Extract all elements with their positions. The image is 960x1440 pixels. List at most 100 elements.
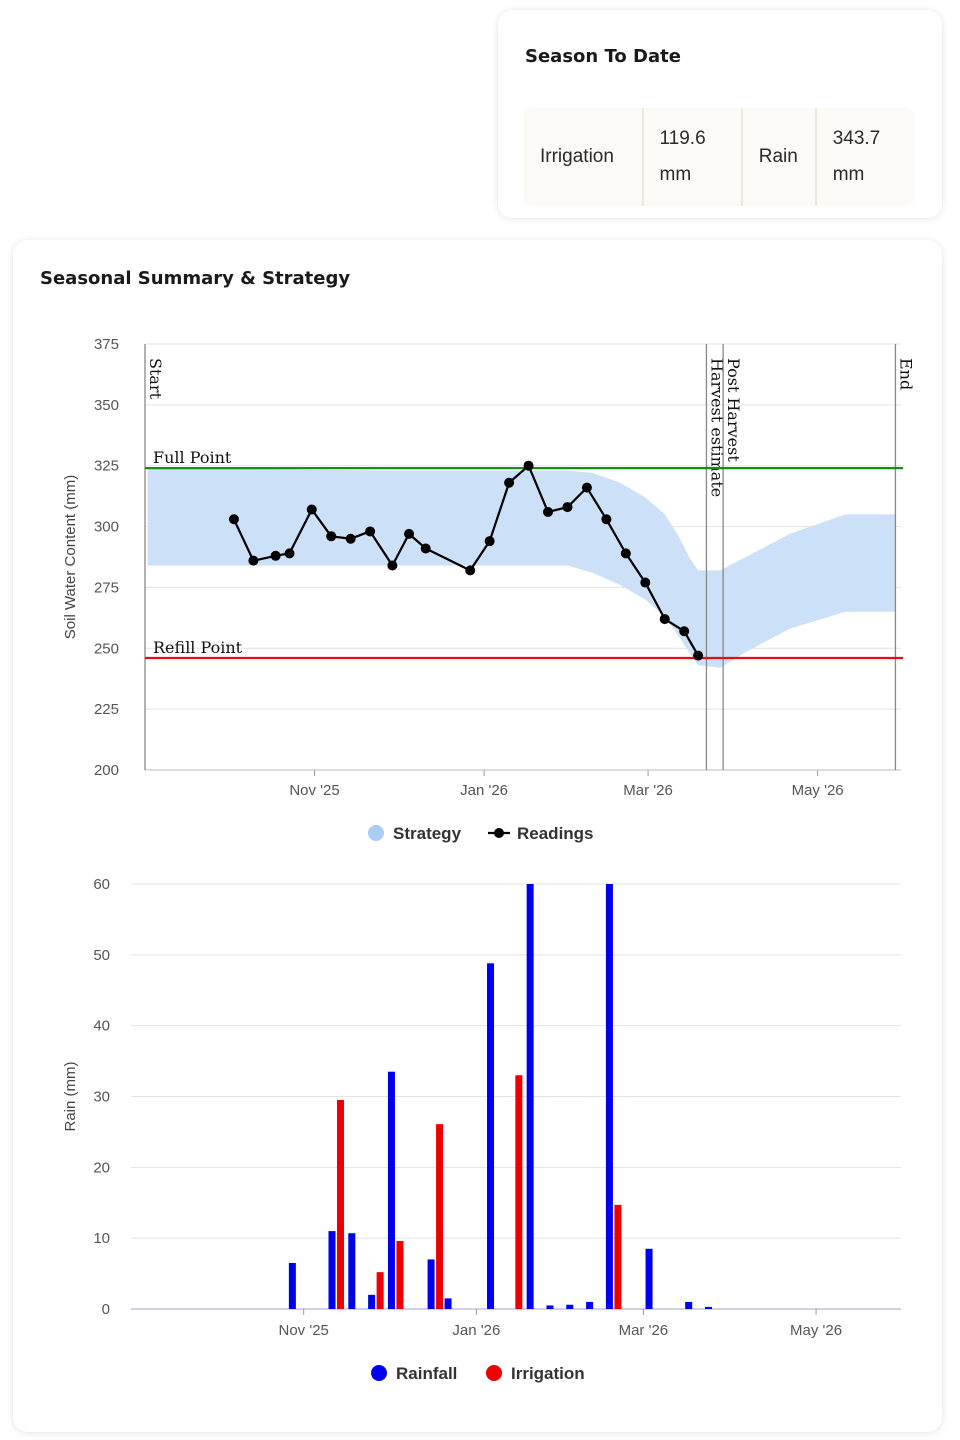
- marker-label: Post Harvest: [724, 358, 743, 462]
- rainfall-bar: [586, 1301, 594, 1309]
- irrigation-bar: [436, 1124, 444, 1309]
- y-tick-label: 0: [102, 1301, 110, 1318]
- irrigation-bar: [336, 1100, 344, 1309]
- irrigation-bar: [515, 1075, 523, 1309]
- reading-point: [387, 560, 398, 571]
- reading-point: [562, 502, 573, 513]
- y-tick-label: 375: [94, 336, 119, 353]
- y-tick-label: 250: [94, 640, 119, 657]
- reading-point: [228, 514, 239, 525]
- irrigation-unit: mm: [659, 164, 692, 185]
- marker-label: Start: [146, 358, 165, 400]
- rainfall-bar: [566, 1304, 574, 1309]
- irrigation-value: 119.6: [659, 128, 706, 149]
- y-tick-label: 300: [94, 519, 119, 536]
- x-tick-label: Mar '26: [619, 1322, 669, 1339]
- rain-label: Rain: [740, 108, 816, 206]
- y-tick-label: 20: [93, 1159, 110, 1176]
- rainfall-bar: [546, 1305, 554, 1309]
- y-tick-label: 275: [94, 579, 119, 596]
- reading-point: [306, 504, 317, 515]
- rainfall-bar: [368, 1294, 376, 1309]
- reading-point: [679, 626, 690, 637]
- rainfall-bar: [328, 1231, 336, 1309]
- y-tick-label: 50: [93, 947, 110, 964]
- reading-point: [404, 528, 415, 539]
- rain-unit: mm: [832, 164, 865, 185]
- legend-irrigation-label: Irrigation: [511, 1364, 585, 1383]
- rainfall-bar: [705, 1306, 712, 1309]
- x-tick-label: Nov '25: [278, 1322, 328, 1339]
- rainfall-bar: [685, 1301, 693, 1309]
- irrigation-bar: [396, 1241, 404, 1309]
- x-tick-label: Jan '26: [452, 1322, 500, 1339]
- legend-rainfall-swatch: [371, 1365, 387, 1381]
- rainfall-bar: [387, 1071, 395, 1309]
- seasonal-summary-card: Seasonal Summary & Strategy: [13, 240, 942, 1432]
- reading-point: [326, 531, 337, 542]
- y-axis-title: Soil Water Content (mm): [62, 475, 79, 639]
- y-tick-label: 325: [94, 458, 119, 475]
- irrigation-total: 119.6 mm: [641, 108, 742, 206]
- reading-point: [248, 555, 259, 566]
- x-tick-label: Mar '26: [623, 782, 673, 799]
- marker-label: Harvest estimate: [707, 358, 726, 497]
- rain-total: 343.7 mm: [814, 108, 914, 206]
- reading-point: [365, 526, 376, 537]
- y-tick-label: 40: [93, 1018, 110, 1035]
- rainfall-bar: [427, 1259, 435, 1309]
- x-tick-label: May '26: [792, 782, 844, 799]
- reading-point: [504, 477, 515, 488]
- y-tick-label: 60: [93, 876, 110, 893]
- irrigation-bar: [376, 1272, 384, 1309]
- x-tick-label: Jan '26: [460, 782, 508, 799]
- y-tick-label: 350: [94, 397, 119, 414]
- reading-point: [620, 548, 631, 559]
- rainfall-bar: [444, 1298, 452, 1309]
- reading-point: [523, 460, 534, 471]
- rainfall-bar: [288, 1262, 296, 1309]
- x-tick-label: Nov '25: [289, 782, 339, 799]
- irrigation-label: Irrigation: [540, 146, 614, 167]
- season-to-date-card: Season To Date Irrigation 119.6 mm Rain …: [498, 10, 942, 218]
- rainfall-bar: [487, 963, 495, 1309]
- rainfall-bar: [526, 884, 534, 1309]
- y-tick-label: 225: [94, 701, 119, 718]
- legend: Strategy Readings: [368, 824, 594, 843]
- rain-value: 343.7: [832, 128, 881, 149]
- reading-point: [543, 506, 554, 517]
- reading-point: [270, 550, 281, 561]
- y-tick-label: 200: [94, 762, 119, 779]
- reading-point: [345, 533, 356, 544]
- reading-point: [465, 565, 476, 576]
- threshold-label: Refill Point: [153, 638, 243, 657]
- rainfall-bar: [645, 1248, 653, 1309]
- reading-point: [284, 548, 295, 559]
- legend-readings-dot: [494, 828, 504, 838]
- legend-rainfall-label: Rainfall: [396, 1364, 457, 1383]
- strategy-band: [147, 468, 896, 668]
- readings-line: [232, 463, 700, 657]
- rainfall-bar: [348, 1233, 356, 1309]
- y-axis-title: Rain (mm): [62, 1061, 79, 1131]
- y-tick-label: 10: [93, 1230, 110, 1247]
- reading-point: [581, 482, 592, 493]
- seasonal-summary-title: Seasonal Summary & Strategy: [40, 268, 351, 289]
- reading-point: [693, 650, 704, 661]
- season-to-date-title: Season To Date: [525, 46, 681, 67]
- legend-irrigation-swatch: [486, 1365, 502, 1381]
- y-tick-label: 30: [93, 1089, 110, 1106]
- reading-point: [420, 543, 431, 554]
- marker-label: End: [896, 358, 915, 390]
- legend: Rainfall Irrigation: [371, 1364, 585, 1383]
- season-totals-table: Irrigation 119.6 mm Rain 343.7 mm: [524, 108, 914, 206]
- reading-point: [659, 614, 670, 625]
- legend-strategy-swatch: [368, 825, 384, 841]
- threshold-label: Full Point: [153, 448, 232, 467]
- irrigation-bar: [614, 1204, 622, 1309]
- reading-point: [484, 536, 495, 547]
- legend-readings-label: Readings: [517, 824, 594, 843]
- reading-point: [640, 577, 651, 588]
- legend-strategy-label: Strategy: [393, 824, 462, 843]
